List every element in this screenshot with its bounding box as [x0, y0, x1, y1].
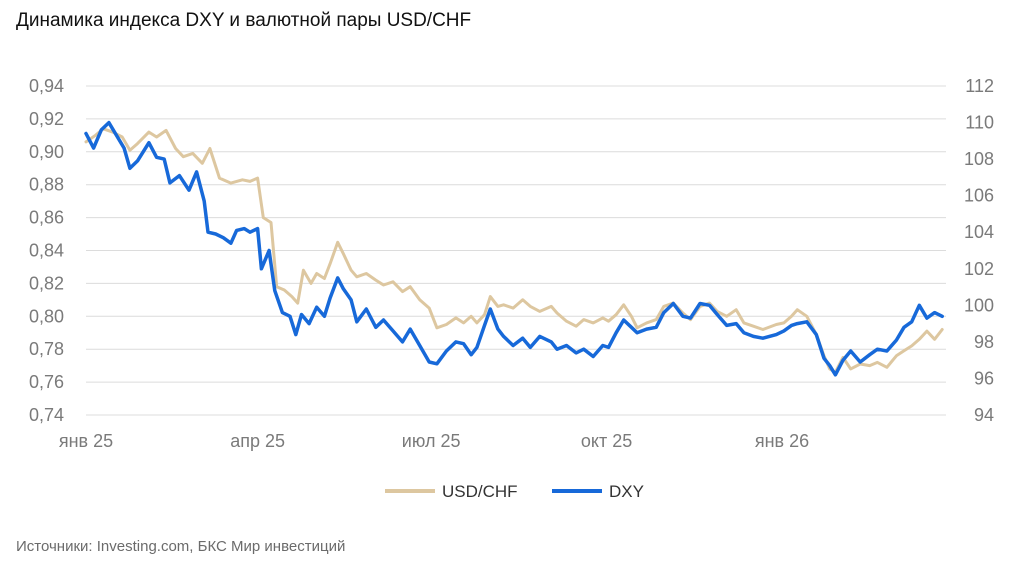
source-note: Источники: Investing.com, БКС Мир инвест…: [16, 538, 346, 555]
y-left-tick-label: 0,80: [29, 306, 64, 326]
y-left-tick-label: 0,78: [29, 339, 64, 359]
x-tick-label: окт 25: [581, 431, 632, 451]
series-line-usdchf: [84, 127, 944, 374]
y-right-tick-label: 100: [964, 295, 994, 315]
y-left-tick-label: 0,88: [29, 175, 64, 195]
y-right-tick-label: 98: [974, 332, 994, 352]
y-left-tick-label: 0,84: [29, 241, 64, 261]
y-left-tick-label: 0,90: [29, 142, 64, 162]
y-right-tick-label: 112: [965, 76, 994, 96]
x-axis: янв 25 апр 25 июл 25 окт 25 янв 26: [59, 431, 809, 451]
legend: USD/CHF DXY: [385, 482, 644, 501]
x-tick-label: апр 25: [230, 431, 285, 451]
y-right-tick-label: 108: [964, 149, 994, 169]
y-axis-right: 94 96 98 100 102 104 106 108 110 112: [964, 76, 994, 425]
y-right-tick-label: 94: [974, 405, 994, 425]
y-left-tick-label: 0,92: [29, 109, 64, 129]
y-right-tick-label: 102: [964, 259, 994, 279]
legend-label: DXY: [609, 482, 644, 501]
y-right-tick-label: 110: [965, 113, 994, 133]
gridlines: [86, 85, 946, 416]
x-tick-label: июл 25: [402, 431, 461, 451]
y-right-tick-label: 106: [964, 186, 994, 206]
series-line-dxy: [84, 120, 944, 377]
legend-label: USD/CHF: [442, 482, 518, 501]
y-left-tick-label: 0,76: [29, 372, 64, 392]
y-axis-left: 0,74 0,76 0,78 0,80 0,82 0,84 0,86 0,88 0,90 0,92…: [29, 76, 64, 425]
chart-title: Динамика индекса DXY и валютной пары USD…: [16, 10, 472, 31]
y-right-tick-label: 96: [974, 368, 994, 388]
x-tick-label: янв 26: [755, 431, 809, 451]
series-lines: [84, 120, 944, 377]
y-left-tick-label: 0,94: [29, 76, 64, 96]
y-left-tick-label: 0,82: [29, 273, 64, 293]
y-left-tick-label: 0,74: [29, 405, 64, 425]
y-left-tick-label: 0,86: [29, 208, 64, 228]
x-tick-label: янв 25: [59, 431, 113, 451]
y-right-tick-label: 104: [964, 222, 994, 242]
